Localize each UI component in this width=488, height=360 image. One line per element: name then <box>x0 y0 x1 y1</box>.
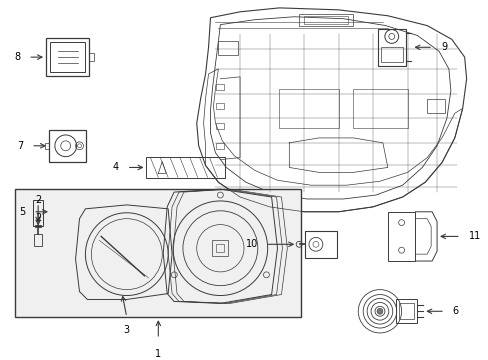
Text: 2: 2 <box>35 195 41 205</box>
Bar <box>427 99 444 113</box>
Text: 11: 11 <box>468 231 480 242</box>
Bar <box>387 212 415 261</box>
Bar <box>377 28 405 66</box>
Text: 10: 10 <box>245 239 257 249</box>
Bar <box>395 300 417 323</box>
Bar <box>50 42 85 72</box>
Bar <box>51 197 84 226</box>
Bar <box>279 89 338 128</box>
Text: 2: 2 <box>35 213 41 223</box>
Bar <box>84 209 88 215</box>
Bar <box>216 244 224 252</box>
Bar <box>146 157 225 178</box>
Text: 1: 1 <box>155 349 161 359</box>
Bar <box>61 207 75 217</box>
Bar <box>304 16 348 24</box>
Bar <box>216 84 224 90</box>
Bar <box>49 130 86 162</box>
Bar <box>299 14 353 26</box>
Text: 4: 4 <box>113 162 119 172</box>
Text: 6: 6 <box>452 306 458 316</box>
Bar <box>34 234 42 246</box>
Bar <box>33 200 43 226</box>
Bar <box>212 240 228 256</box>
Bar <box>54 200 81 224</box>
Text: 5: 5 <box>19 207 25 217</box>
Bar <box>305 230 336 258</box>
Bar <box>218 41 238 55</box>
Bar <box>398 303 413 319</box>
Bar <box>45 143 49 149</box>
Bar <box>89 53 94 61</box>
Bar <box>216 103 224 109</box>
Text: 3: 3 <box>123 325 130 335</box>
Bar <box>380 47 402 62</box>
Bar <box>216 143 224 149</box>
Bar <box>46 39 89 76</box>
Bar <box>16 189 301 317</box>
Bar <box>216 123 224 129</box>
Circle shape <box>376 308 382 314</box>
Text: 9: 9 <box>440 42 446 52</box>
Text: 7: 7 <box>17 141 23 151</box>
Bar <box>353 89 407 128</box>
Text: 8: 8 <box>14 52 20 62</box>
